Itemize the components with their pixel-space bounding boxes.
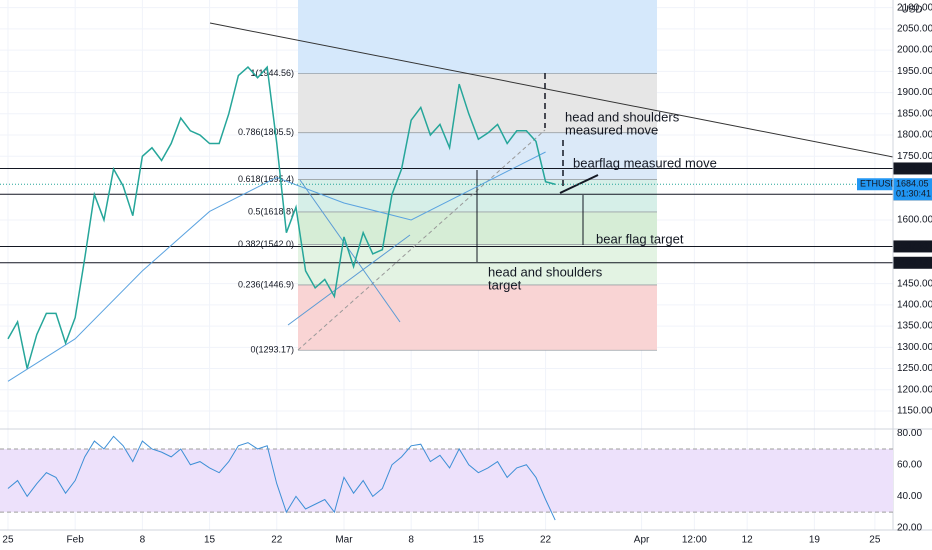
annotation: measured move: [565, 122, 658, 137]
x-tick-label: 12: [742, 535, 754, 546]
annotation: bear flag target: [596, 231, 684, 246]
x-tick-label: Apr: [634, 535, 650, 546]
y-tick-label: 1900.00: [897, 87, 932, 98]
moving-average: [7, 151, 546, 382]
y-tick-label: 2000.00: [897, 45, 932, 56]
price-tag-label: 1684.05: [896, 179, 929, 189]
rsi-tick-label: 40.00: [897, 491, 922, 502]
fib-zone: [298, 284, 657, 351]
rsi-tick-label: 60.00: [897, 459, 922, 470]
y-tick-label: 1300.00: [897, 342, 932, 353]
x-tick-label: 12:00: [682, 535, 707, 546]
fib-label: 0(1293.17): [250, 345, 294, 355]
channel-line: [299, 179, 401, 323]
annotation: target: [488, 277, 522, 292]
y-tick-label: 1250.00: [897, 363, 932, 374]
fib-label: 0.382(1542.0): [238, 239, 294, 249]
x-tick-label: 15: [473, 535, 485, 546]
y-tick-label: 1800.00: [897, 130, 932, 141]
wedge-line: [297, 129, 546, 351]
rsi-line: [7, 435, 556, 521]
countdown: 01:30:41: [896, 189, 931, 199]
x-tick-label: 19: [809, 535, 821, 546]
rsi-band: [0, 448, 893, 513]
annotation: head and shoulders: [488, 264, 603, 279]
axis-label: USD: [901, 5, 922, 16]
price-tag: [893, 178, 932, 201]
fib-top-zone: [298, 0, 657, 74]
fib-label: 0.5(1618.8): [248, 206, 294, 216]
y-tick-label: 1850.00: [897, 108, 932, 119]
y-tick-label: 1200.00: [897, 384, 932, 395]
y-tick-label: 1750.00: [897, 151, 932, 162]
symbol-tag-label: ETHUSD: [860, 179, 898, 189]
level-tag-label: 1499.13: [896, 257, 929, 267]
x-tick-label: 8: [140, 535, 146, 546]
annotation: bearflag measured move: [573, 155, 717, 170]
y-tick-label: 1150.00: [897, 406, 932, 417]
x-tick-label: 25: [869, 535, 881, 546]
x-tick-label: 15: [204, 535, 216, 546]
channel-line: [287, 234, 411, 326]
price-line: [7, 65, 556, 369]
x-tick-label: 25: [2, 535, 14, 546]
y-tick-label: 1600.00: [897, 215, 932, 226]
fib-label: 0.236(1446.9): [238, 279, 294, 289]
x-tick-label: 22: [271, 535, 283, 546]
trendline: [209, 22, 894, 158]
level-tag-label: 1537.60: [896, 241, 929, 251]
level-tag: [893, 162, 932, 175]
y-tick-label: 1400.00: [897, 300, 932, 311]
fib-zone: [298, 73, 657, 133]
x-tick-label: 22: [540, 535, 552, 546]
level-tag-label: 1721.23: [896, 163, 929, 173]
rsi-tick-label: 20.00: [897, 523, 922, 534]
annotation: head and shoulders: [565, 109, 680, 124]
x-tick-label: 8: [408, 535, 414, 546]
y-tick-label: 2100.00: [897, 2, 932, 13]
fib-label: 0.786(1805.5): [238, 127, 294, 137]
level-tag: [893, 256, 932, 269]
y-tick-label: 1350.00: [897, 321, 932, 332]
fib-label: 1(1944.56): [250, 68, 294, 78]
level-tag: [893, 240, 932, 253]
rsi-tick-label: 80.00: [897, 428, 922, 439]
x-tick-label: Mar: [335, 535, 353, 546]
y-tick-label: 2050.00: [897, 24, 932, 35]
y-tick-label: 1950.00: [897, 66, 932, 77]
fib-label: 0.618(1695.4): [238, 174, 294, 184]
y-tick-label: 1450.00: [897, 278, 932, 289]
x-tick-label: Feb: [67, 535, 85, 546]
symbol-tag: [857, 178, 893, 191]
